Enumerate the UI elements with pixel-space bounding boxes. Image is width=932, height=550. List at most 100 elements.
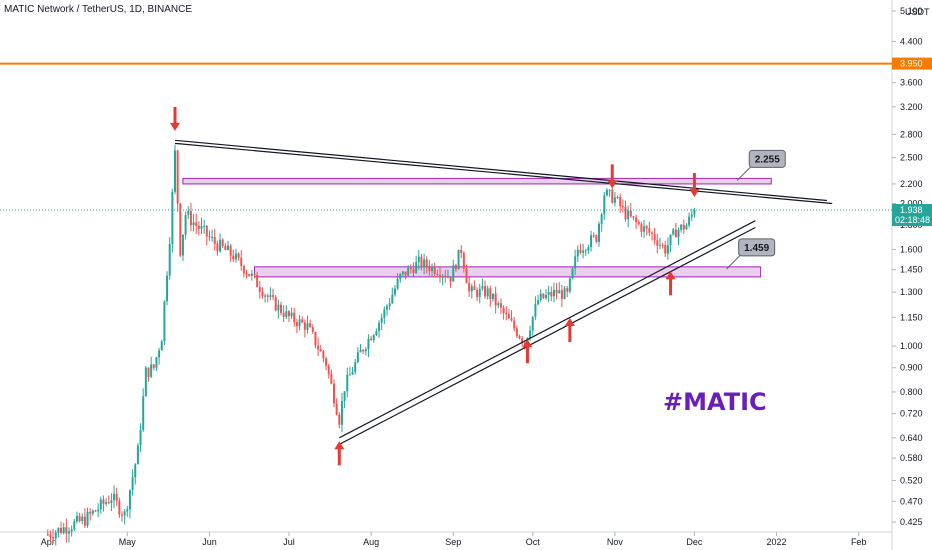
candle-body bbox=[621, 206, 624, 208]
candle-body bbox=[476, 289, 479, 297]
time-tick-label: 2022 bbox=[767, 537, 787, 547]
zone-callout-box bbox=[748, 149, 786, 168]
down-arrow bbox=[170, 106, 180, 131]
time-tick-label: Jul bbox=[283, 537, 295, 547]
candle-body bbox=[624, 206, 627, 220]
price-tick-label: 4.400 bbox=[900, 36, 923, 46]
candle-body bbox=[558, 290, 561, 294]
price-tick-label: 1.300 bbox=[900, 287, 923, 297]
candle-body bbox=[115, 493, 118, 501]
candle-body bbox=[648, 228, 651, 233]
zone-callout-label: 1.459 bbox=[744, 243, 769, 254]
candle-body bbox=[378, 322, 381, 332]
candle-body bbox=[91, 510, 94, 514]
arrow-head bbox=[170, 122, 180, 131]
candle-body bbox=[99, 499, 102, 510]
candle-body bbox=[293, 312, 296, 323]
candle-body bbox=[454, 265, 457, 270]
trendline bbox=[339, 220, 756, 439]
price-tick-label: 1.000 bbox=[900, 341, 923, 351]
price-tick-label: 2.000 bbox=[900, 199, 923, 209]
candle-body bbox=[391, 294, 394, 304]
candle-body bbox=[386, 306, 388, 310]
candle-body bbox=[370, 338, 373, 341]
candle-body bbox=[693, 210, 696, 215]
candle-body bbox=[664, 244, 667, 254]
candle-body bbox=[629, 210, 632, 217]
candle-body bbox=[462, 252, 465, 269]
candle-body bbox=[309, 323, 312, 328]
candle-body bbox=[181, 234, 184, 256]
candle-body bbox=[499, 303, 502, 308]
candle-body bbox=[396, 279, 399, 289]
arrow-head bbox=[607, 180, 618, 189]
candle-body bbox=[317, 345, 320, 350]
candle-body bbox=[484, 286, 487, 297]
candle-body bbox=[136, 445, 139, 465]
candle-body bbox=[560, 290, 563, 299]
candle-body bbox=[372, 335, 375, 341]
candle-body bbox=[83, 516, 86, 526]
candle-body bbox=[242, 265, 245, 274]
candle-body bbox=[179, 203, 182, 256]
candle-body bbox=[166, 275, 169, 302]
arrow-head bbox=[689, 189, 700, 198]
candle-body bbox=[277, 304, 280, 311]
candle-body bbox=[89, 511, 92, 514]
candle-body bbox=[256, 275, 259, 288]
price-axis-panel bbox=[892, 0, 932, 550]
candle-body bbox=[351, 372, 354, 375]
candle-body bbox=[227, 245, 229, 251]
up-arrow bbox=[334, 441, 345, 466]
candle-body bbox=[439, 274, 441, 278]
time-tick-label: May bbox=[119, 537, 137, 547]
candle-body bbox=[685, 225, 688, 230]
candle-body bbox=[513, 320, 516, 329]
candle-body bbox=[359, 349, 362, 353]
trendline bbox=[174, 142, 833, 205]
candle-body bbox=[407, 267, 410, 276]
candle-body bbox=[452, 265, 455, 282]
candle-body bbox=[645, 226, 648, 229]
candle-body bbox=[139, 429, 142, 446]
candle-body bbox=[200, 226, 203, 229]
time-tick-label: Jun bbox=[202, 537, 217, 547]
candle-body bbox=[404, 271, 407, 276]
candle-body bbox=[478, 288, 481, 297]
price-tick-label: 0.470 bbox=[900, 496, 923, 506]
candle-body bbox=[73, 521, 76, 530]
price-tick-label: 1.600 bbox=[900, 244, 923, 254]
candle-body bbox=[354, 362, 357, 373]
candle-body bbox=[62, 527, 65, 533]
candle-body bbox=[356, 352, 359, 363]
candle-body bbox=[229, 245, 232, 256]
candle-body bbox=[460, 249, 463, 253]
candle-body bbox=[587, 247, 590, 251]
candle-body bbox=[592, 235, 595, 237]
candle-body bbox=[367, 338, 370, 350]
zone-callout-box bbox=[738, 238, 776, 257]
candle-body bbox=[643, 226, 646, 232]
candle-body bbox=[330, 373, 333, 384]
candle-body bbox=[107, 502, 110, 504]
candle-body bbox=[174, 150, 176, 192]
price-tick-label: 0.900 bbox=[900, 363, 923, 373]
candle-body bbox=[49, 534, 52, 538]
candle-body bbox=[248, 274, 251, 277]
candle-body bbox=[295, 322, 298, 327]
price-tick-label: 2.800 bbox=[900, 129, 923, 139]
candle-body bbox=[423, 259, 426, 268]
zone-callout-pointer bbox=[736, 166, 752, 181]
last-price-value: 1.938 bbox=[900, 205, 923, 215]
arrow-head bbox=[564, 317, 575, 326]
candle-body bbox=[399, 273, 402, 280]
last-price-tag bbox=[892, 204, 932, 227]
price-tick-label: 3.600 bbox=[900, 78, 923, 88]
candle-body bbox=[68, 531, 70, 534]
arrow-head bbox=[665, 271, 676, 280]
candle-body bbox=[563, 288, 566, 299]
candle-body bbox=[325, 358, 328, 366]
time-tick-label: Dec bbox=[686, 537, 703, 547]
candle-body bbox=[637, 221, 640, 225]
